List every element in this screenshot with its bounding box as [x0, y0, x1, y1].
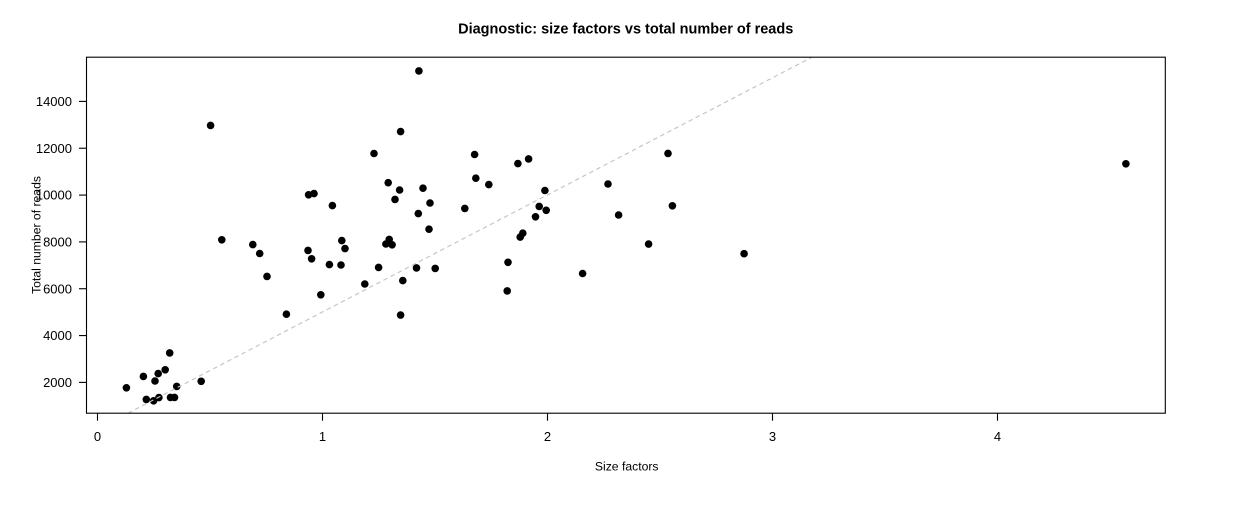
svg-text:6000: 6000 — [43, 281, 72, 296]
svg-text:3: 3 — [769, 429, 776, 444]
svg-text:Diagnostic: size factors vs to: Diagnostic: size factors vs total number… — [458, 22, 793, 38]
svg-text:2: 2 — [544, 429, 551, 444]
svg-text:14000: 14000 — [36, 94, 72, 109]
svg-text:1: 1 — [319, 429, 326, 444]
svg-text:8000: 8000 — [43, 235, 72, 250]
svg-text:12000: 12000 — [36, 141, 72, 156]
svg-text:2000: 2000 — [43, 375, 72, 390]
svg-text:10000: 10000 — [36, 188, 72, 203]
svg-text:Total number of reads: Total number of reads — [29, 176, 43, 294]
svg-text:4000: 4000 — [43, 328, 72, 343]
svg-text:Size factors: Size factors — [595, 459, 659, 473]
svg-text:4: 4 — [994, 429, 1001, 444]
svg-text:0: 0 — [94, 429, 101, 444]
